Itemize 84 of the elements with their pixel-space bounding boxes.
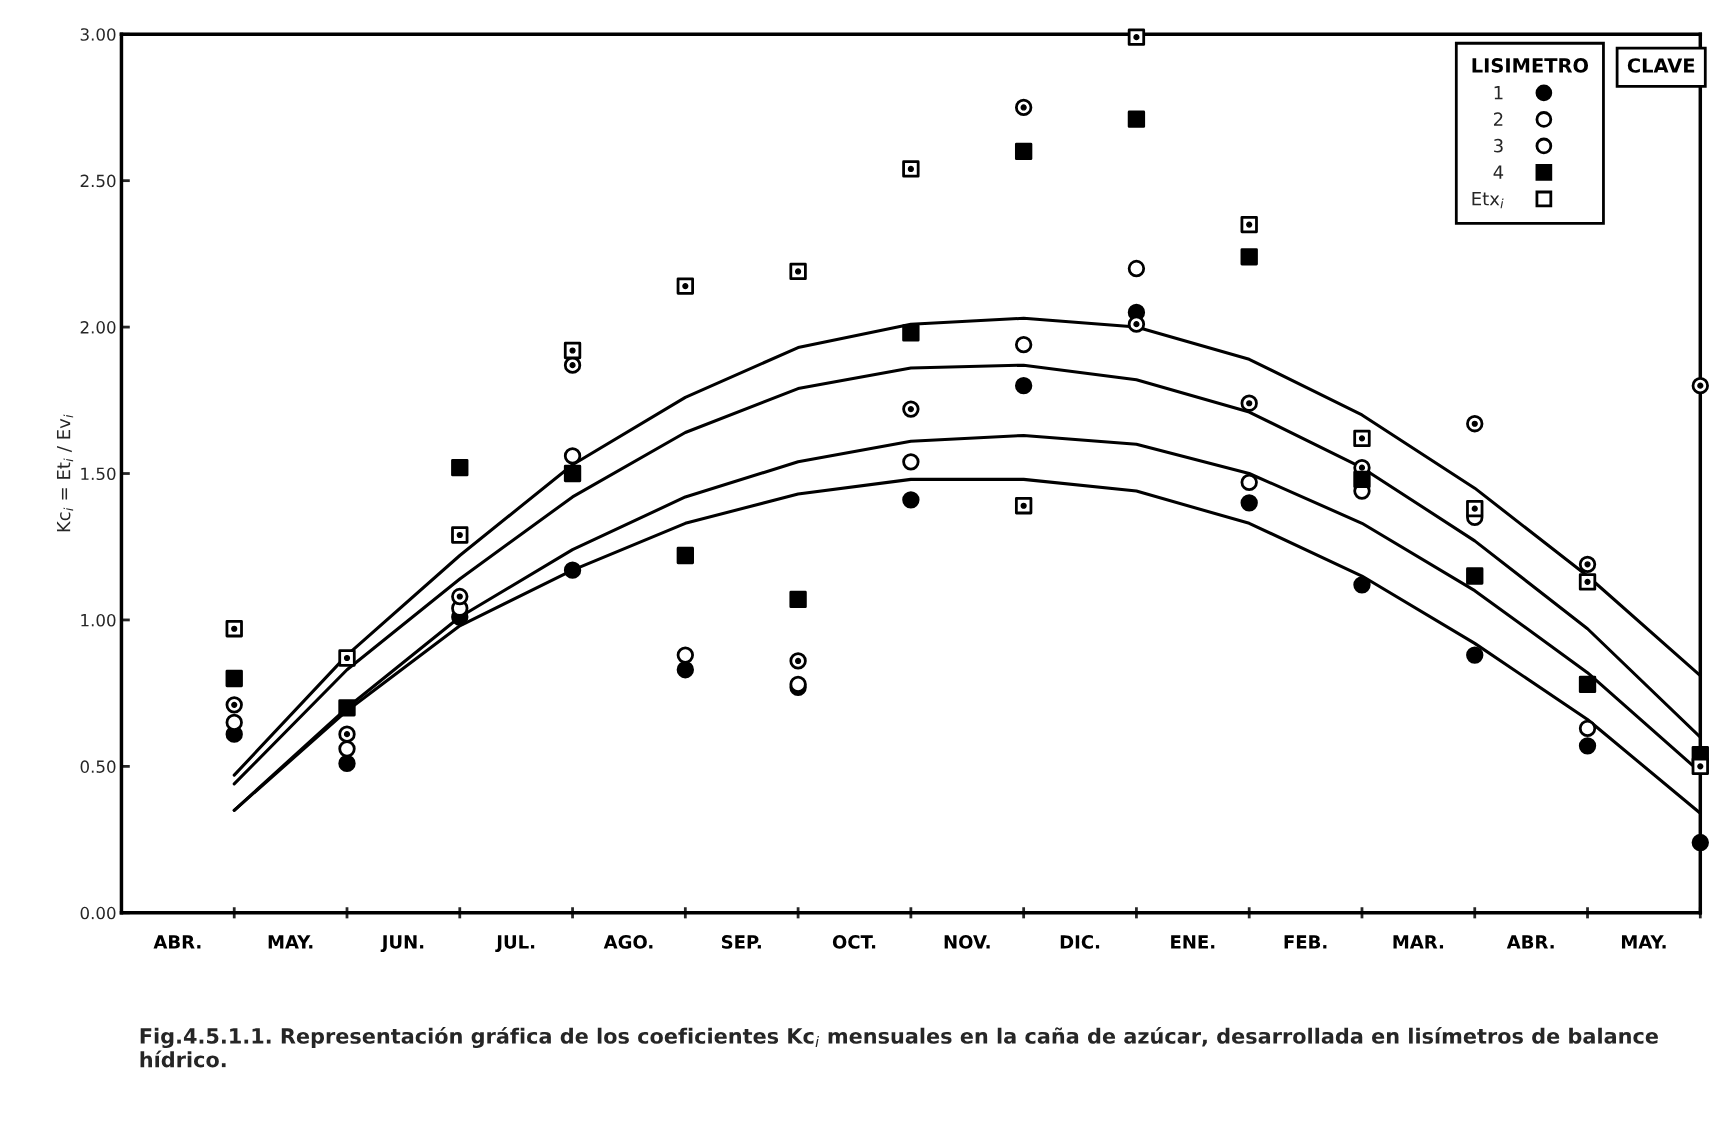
y-tick-label: 2.50 [80,174,116,188]
point [902,324,920,342]
text: MAY. [1621,935,1666,949]
point [1466,567,1484,585]
point [1127,110,1146,128]
text: ABR. [1506,935,1554,949]
point [1691,833,1709,852]
point [1014,335,1033,354]
point [451,526,469,544]
point [451,458,469,477]
annotation: CLAVE [1627,58,1695,73]
text: MAR. [1393,935,1444,949]
point [1578,555,1597,573]
point [1353,576,1371,594]
point [338,740,356,758]
text: NOV. [944,935,990,949]
point [1127,259,1146,278]
point [902,453,920,471]
chart-title: Fig.4.5.1.1. Representación gráfica de los coeficientes Kc$_{i}$ mensuales en la caña de azúcar, desarrollada en lisímetros de balance hídrico. [140,1026,1658,1068]
point [1240,248,1258,266]
point [451,587,469,606]
point [676,661,694,679]
text: ABR. [153,935,201,949]
point [563,447,582,465]
point [1014,98,1033,117]
legend-label: 2 [1493,112,1503,126]
legend-label: 1 [1494,86,1503,100]
point [902,400,920,418]
point [1578,737,1597,755]
point [1578,573,1597,591]
point [563,464,582,483]
point [1014,376,1033,395]
text: OCT. [832,935,876,949]
point [902,491,920,509]
legend-title: LISIMETRO [1472,58,1589,73]
point [1240,494,1258,512]
point [1578,675,1597,694]
point [563,561,582,579]
point [1466,499,1484,518]
legend-label: Etx$_{i}$ [1472,192,1504,209]
text: JUL. [495,935,535,953]
y-tick-label: 2.00 [80,321,116,334]
text: JUN. [380,935,424,953]
point [676,646,694,664]
point [789,262,807,281]
point [1466,646,1484,664]
point [676,277,694,295]
point [1127,28,1146,46]
text: AGO. [603,935,653,949]
point [789,652,807,670]
point [1240,473,1258,491]
point [789,590,807,609]
point [1578,719,1597,737]
text: DIC. [1060,935,1100,949]
point [1353,470,1371,489]
y-axis-title: Kc$_{i}$ = Et$_{i}$ / Ev$_{i}$ [56,414,74,532]
legend-label: 3 [1494,138,1503,153]
point [338,725,356,743]
point [338,699,356,717]
point [1466,415,1484,433]
point [1353,429,1371,448]
point [676,546,694,565]
text: FEB. [1284,935,1327,949]
text: SEP. [721,935,761,949]
legend-label: 4 [1493,165,1504,179]
point [563,341,582,360]
y-tick-label: 0.50 [80,760,116,773]
point [902,160,920,178]
y-tick-label: 1.50 [81,467,116,481]
point [1014,142,1033,161]
point [1240,215,1258,234]
y-tick-label: 1.00 [81,613,116,627]
point [1014,497,1033,515]
text: MAY. [268,935,313,949]
point [1240,394,1258,412]
point [225,696,243,714]
point [225,669,243,688]
point [225,620,243,638]
text: ENE. [1171,935,1215,949]
point [1691,757,1709,776]
point [338,754,356,773]
point [1691,376,1709,395]
y-tick-label: 3.00 [80,28,116,41]
y-tick-label: 0.00 [80,906,116,920]
